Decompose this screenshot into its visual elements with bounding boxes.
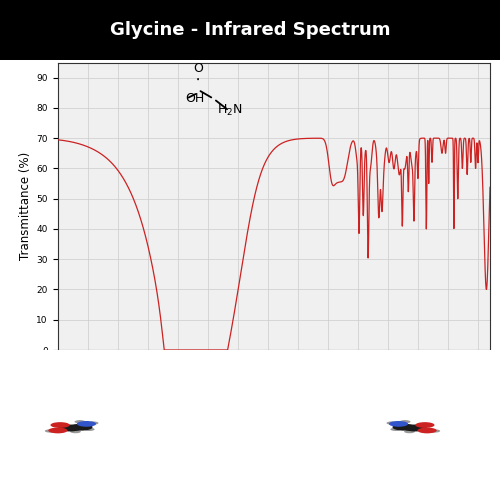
Circle shape (77, 421, 96, 427)
Circle shape (404, 430, 415, 433)
Circle shape (400, 420, 410, 424)
Circle shape (390, 428, 401, 431)
Circle shape (386, 422, 398, 424)
Circle shape (48, 428, 68, 434)
Circle shape (58, 424, 82, 432)
Text: OH: OH (185, 92, 204, 106)
Circle shape (418, 428, 436, 434)
Circle shape (50, 422, 70, 428)
Circle shape (70, 424, 92, 430)
Y-axis label: Transmittance (%): Transmittance (%) (19, 152, 32, 260)
Circle shape (404, 424, 426, 432)
Circle shape (416, 422, 434, 428)
Circle shape (45, 430, 56, 432)
Text: Glycine - Infrared Spectrum: Glycine - Infrared Spectrum (110, 21, 390, 39)
Text: H$_2$N: H$_2$N (217, 104, 242, 118)
Text: O: O (193, 62, 203, 74)
Circle shape (430, 430, 440, 432)
Circle shape (389, 421, 408, 427)
Circle shape (74, 420, 86, 424)
Circle shape (84, 428, 94, 431)
X-axis label: Wavenumber (cm-1): Wavenumber (cm-1) (213, 373, 334, 386)
Circle shape (88, 422, 99, 424)
Circle shape (392, 424, 415, 430)
Circle shape (70, 430, 81, 433)
